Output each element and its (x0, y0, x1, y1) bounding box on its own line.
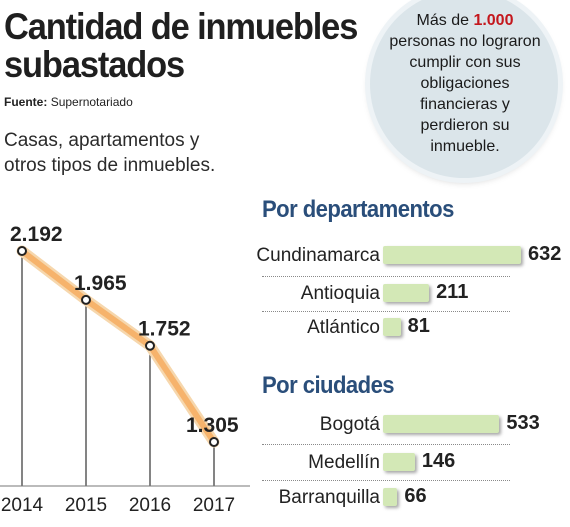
title-line-2: subastados (4, 44, 185, 85)
bar (383, 488, 398, 506)
callout-highlight: 1.000 (473, 12, 514, 29)
callout-line-4: obligaciones (420, 75, 510, 92)
x-tick-label: 2014 (1, 495, 44, 516)
bar-label: Barranquilla (278, 487, 380, 508)
callout-line-7: inmueble. (430, 138, 500, 155)
divider (262, 311, 510, 312)
bar-value: 632 (528, 243, 562, 265)
bar-value: 66 (404, 485, 427, 507)
bar (383, 246, 521, 264)
callout-bubble (370, 0, 558, 178)
bar-label: Medellín (308, 452, 380, 473)
source-label: Fuente: (4, 95, 48, 109)
data-label: 2.192 (10, 223, 63, 246)
bar-row-bogota: Bogotá 533 (0, 411, 570, 441)
bar-value: 533 (506, 412, 540, 434)
divider (262, 276, 510, 277)
bar-label: Bogotá (319, 414, 380, 435)
bar (383, 284, 430, 302)
data-point (145, 340, 155, 351)
bar-label: Antioquia (300, 283, 380, 304)
bar-row-medellin: Medellín 146 (0, 449, 570, 479)
bar-row-cundinamarca: Cundinamarca 632 (0, 242, 570, 272)
callout-line-5: financieras y (420, 96, 510, 113)
callout-prefix: Más de (416, 12, 469, 29)
bar-row-barranquilla: Barranquilla 66 (0, 484, 570, 514)
callout-line-3: cumplir con sus (409, 54, 521, 71)
page-title: Cantidad de inmuebles subastados (4, 6, 358, 85)
subtitle-line-1: Casas, apartamentos y (4, 130, 200, 151)
bar (383, 318, 401, 336)
source-note: Fuente: Supernotariado (4, 95, 133, 109)
callout-line-6: perdieron su (420, 117, 510, 134)
bar (383, 453, 415, 471)
departments-title: Por departamentos (262, 196, 454, 223)
x-tick-label: 2017 (193, 495, 235, 516)
x-tick-label: 2015 (65, 495, 107, 516)
bar-row-antioquia: Antioquia 211 (0, 280, 570, 310)
data-point (81, 294, 91, 305)
subtitle-line-2: otros tipos de inmuebles. (4, 155, 216, 176)
x-tick-label: 2016 (129, 495, 171, 516)
bar-value: 146 (421, 450, 456, 472)
subtitle: Casas, apartamentos y otros tipos de inm… (4, 128, 234, 178)
callout-line-1: Más de 1.000 (380, 10, 550, 31)
cities-title: Por ciudades (262, 372, 395, 399)
divider (262, 444, 510, 445)
data-label: 1.965 (74, 272, 127, 295)
data-point (17, 246, 27, 256)
callout-line-2: personas no lograron (389, 33, 541, 50)
data-label: 1.752 (138, 318, 191, 341)
line-chart: 2.192 1.965 1.752 1.305 2014 2015 2016 2017 (0, 223, 250, 516)
callout-text: Más de 1.000 personas no lograron cumpli… (380, 10, 550, 157)
bar (383, 415, 500, 433)
data-point (209, 437, 219, 447)
title-line-1: Cantidad de inmuebles (4, 6, 358, 47)
bar-value: 211 (436, 281, 469, 303)
bar-label: Cundinamarca (256, 245, 380, 266)
bar-label: Atlántico (307, 317, 380, 338)
data-label: 1.305 (186, 414, 239, 437)
series-line (19, 248, 217, 445)
bar-row-atlantico: Atlántico 81 (0, 314, 570, 344)
divider (262, 480, 510, 481)
bar-value: 81 (407, 315, 430, 337)
source-value: Supernotariado (50, 95, 133, 109)
